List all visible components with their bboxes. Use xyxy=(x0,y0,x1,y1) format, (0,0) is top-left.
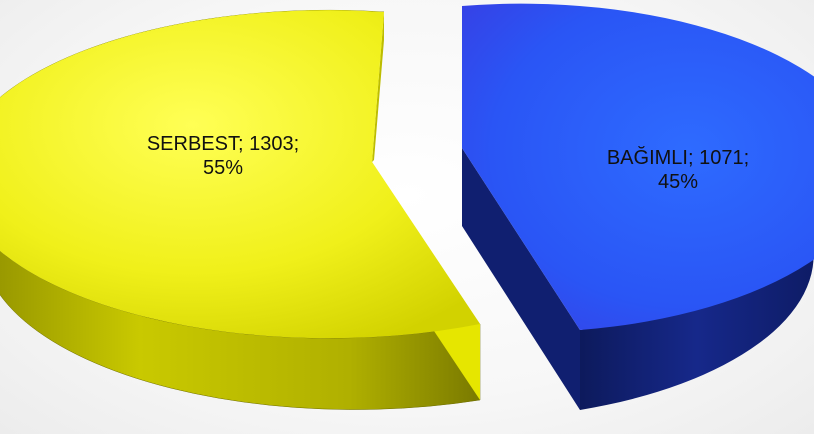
data-label-bagimli-line2: 45% xyxy=(657,171,699,193)
slice-serbest-top xyxy=(0,10,480,339)
data-label-bagimli: BAĞIMLI; 1071; 45% xyxy=(548,146,808,194)
pie-slice-bagimli xyxy=(462,3,814,410)
pie-slice-serbest xyxy=(0,9,481,410)
data-label-serbest-line2: 55% xyxy=(202,157,244,179)
data-label-serbest-line1: SERBEST; 1303; xyxy=(146,133,300,155)
slice-bagimli-cut xyxy=(462,148,580,410)
data-label-bagimli-line1: BAĞIMLI; 1071; xyxy=(606,147,750,169)
slice-bagimli-side xyxy=(580,214,814,410)
data-label-serbest: SERBEST; 1303; 55% xyxy=(93,132,353,180)
slice-bagimli-top xyxy=(462,3,814,330)
